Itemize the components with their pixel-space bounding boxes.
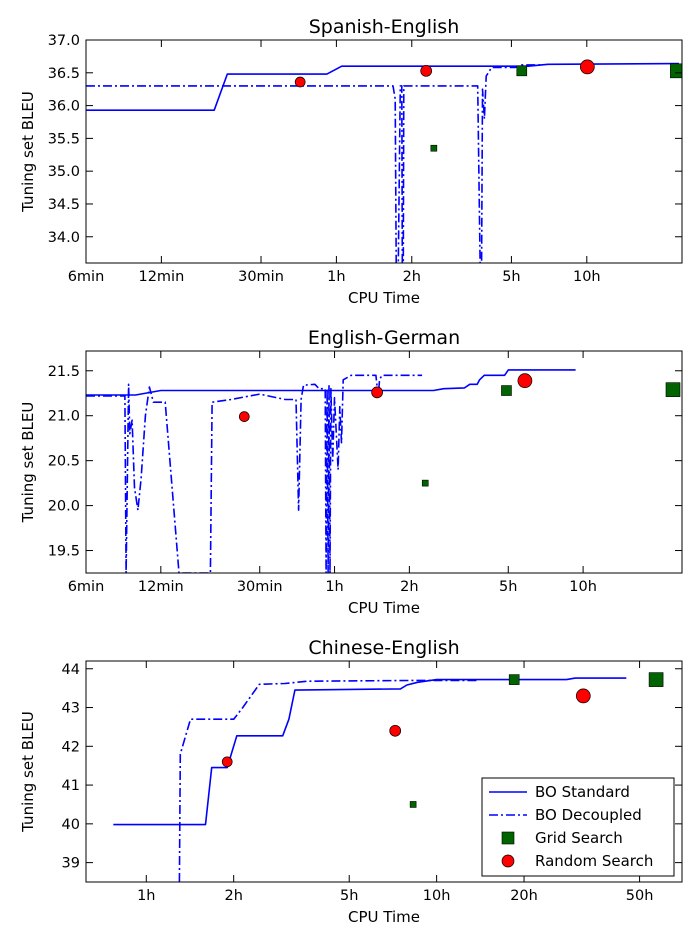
legend-label: BO Standard xyxy=(535,783,630,801)
y-tick-label: 36.5 xyxy=(48,66,80,82)
grid-search-marker xyxy=(516,65,528,77)
y-tick-label: 21.0 xyxy=(48,409,80,425)
chart-title: Spanish-English xyxy=(309,16,460,38)
y-tick-label: 39 xyxy=(62,856,80,872)
x-tick-label: 2h xyxy=(224,888,242,904)
grid-search-marker xyxy=(665,382,681,397)
legend-label: BO Decoupled xyxy=(535,806,642,824)
random-search-marker xyxy=(371,386,383,399)
random-search-marker xyxy=(389,724,402,737)
grid-search-marker xyxy=(421,479,429,487)
y-tick-label: 40 xyxy=(62,817,80,833)
x-tick-label: 1h xyxy=(137,888,155,904)
series-line-bo-standard xyxy=(86,62,679,111)
y-tick-label: 42 xyxy=(62,739,80,755)
y-tick-label: 19.5 xyxy=(48,544,80,560)
legend-label: Random Search xyxy=(535,852,653,870)
random-search-marker xyxy=(221,756,233,768)
y-tick-label: 20.5 xyxy=(48,454,80,470)
legend-label: Grid Search xyxy=(535,829,623,847)
chart-panel-2: English-German 6min 12min 30min 1h 2h 5h 10h 19.… xyxy=(19,327,683,617)
x-tick-label: 50h xyxy=(626,888,654,904)
plot-area xyxy=(86,351,682,573)
chart-title: English-German xyxy=(308,327,460,349)
x-tick-label: 6min xyxy=(68,579,105,595)
y-tick-label: 37.0 xyxy=(48,33,80,49)
y-tick-label: 20.0 xyxy=(48,499,80,515)
y-axis-label: Tuning set BLEU xyxy=(19,711,37,833)
x-axis-label: CPU Time xyxy=(348,599,420,617)
chart-panel-1: Spanish-English 6min 12min 30min 1h 2h 5h 10h 34… xyxy=(19,16,683,307)
random-search-marker xyxy=(579,59,595,75)
x-tick-label: 5h xyxy=(499,579,517,595)
y-tick-label: 43 xyxy=(62,701,80,717)
series-line-bo-decoupled xyxy=(178,679,480,882)
random-search-marker xyxy=(575,688,591,704)
random-search-marker xyxy=(517,373,533,389)
axes-frame xyxy=(85,660,683,883)
x-tick-label: 5h xyxy=(502,269,520,285)
plot-content xyxy=(86,59,682,263)
x-axis-label: CPU Time xyxy=(348,289,420,307)
grid-search-marker xyxy=(409,801,417,808)
legend-swatch-square xyxy=(501,831,515,845)
y-tick-label: 44 xyxy=(62,662,80,678)
grid-search-marker xyxy=(648,672,664,687)
series-line-bo-standard xyxy=(113,677,627,826)
plot-content xyxy=(86,369,681,573)
chart-title: Chinese-English xyxy=(308,637,459,659)
x-tick-label: 6min xyxy=(68,269,105,285)
axes-frame xyxy=(85,350,683,574)
y-axis-label: Tuning set BLEU xyxy=(19,402,37,524)
x-tick-label: 12min xyxy=(138,579,184,595)
x-tick-label: 10h xyxy=(423,888,451,904)
random-search-marker xyxy=(420,64,433,77)
legend: BO Standard BO Decoupled Grid Search Random… xyxy=(481,777,675,877)
legend-swatch-circle xyxy=(501,854,515,868)
y-tick-label: 21.5 xyxy=(48,364,80,380)
y-axis-label: Tuning set BLEU xyxy=(19,91,37,213)
y-tick-label: 34.0 xyxy=(48,230,80,246)
grid-search-marker xyxy=(430,144,438,152)
x-axis-label: CPU Time xyxy=(348,908,420,926)
random-search-marker xyxy=(294,76,306,88)
grid-search-marker xyxy=(501,385,512,396)
x-tick-label: 30min xyxy=(238,269,284,285)
axes-frame xyxy=(85,39,683,264)
series-line-bo-standard xyxy=(86,369,576,396)
x-tick-label: 5h xyxy=(340,888,358,904)
x-tick-label: 1h xyxy=(325,579,343,595)
y-tick-label: 36.0 xyxy=(48,99,80,115)
series-line-bo-decoupled xyxy=(86,374,423,573)
y-tick-label: 35.5 xyxy=(48,131,80,147)
random-search-marker xyxy=(238,411,250,422)
x-tick-label: 30min xyxy=(237,579,283,595)
x-tick-label: 2h xyxy=(403,269,421,285)
x-tick-label: 2h xyxy=(400,579,418,595)
x-tick-label: 10h xyxy=(569,579,597,595)
x-tick-label: 20h xyxy=(510,888,538,904)
series-line-bo-decoupled xyxy=(86,64,543,263)
x-tick-label: 12min xyxy=(138,269,184,285)
grid-search-marker xyxy=(670,63,682,79)
plot-content xyxy=(113,672,664,882)
plot-area xyxy=(86,40,682,263)
y-tick-label: 34.5 xyxy=(48,197,80,213)
x-tick-label: 10h xyxy=(573,269,601,285)
grid-search-marker xyxy=(508,674,520,685)
y-tick-label: 41 xyxy=(62,778,80,794)
x-tick-label: 1h xyxy=(327,269,345,285)
y-tick-label: 35.0 xyxy=(48,164,80,180)
